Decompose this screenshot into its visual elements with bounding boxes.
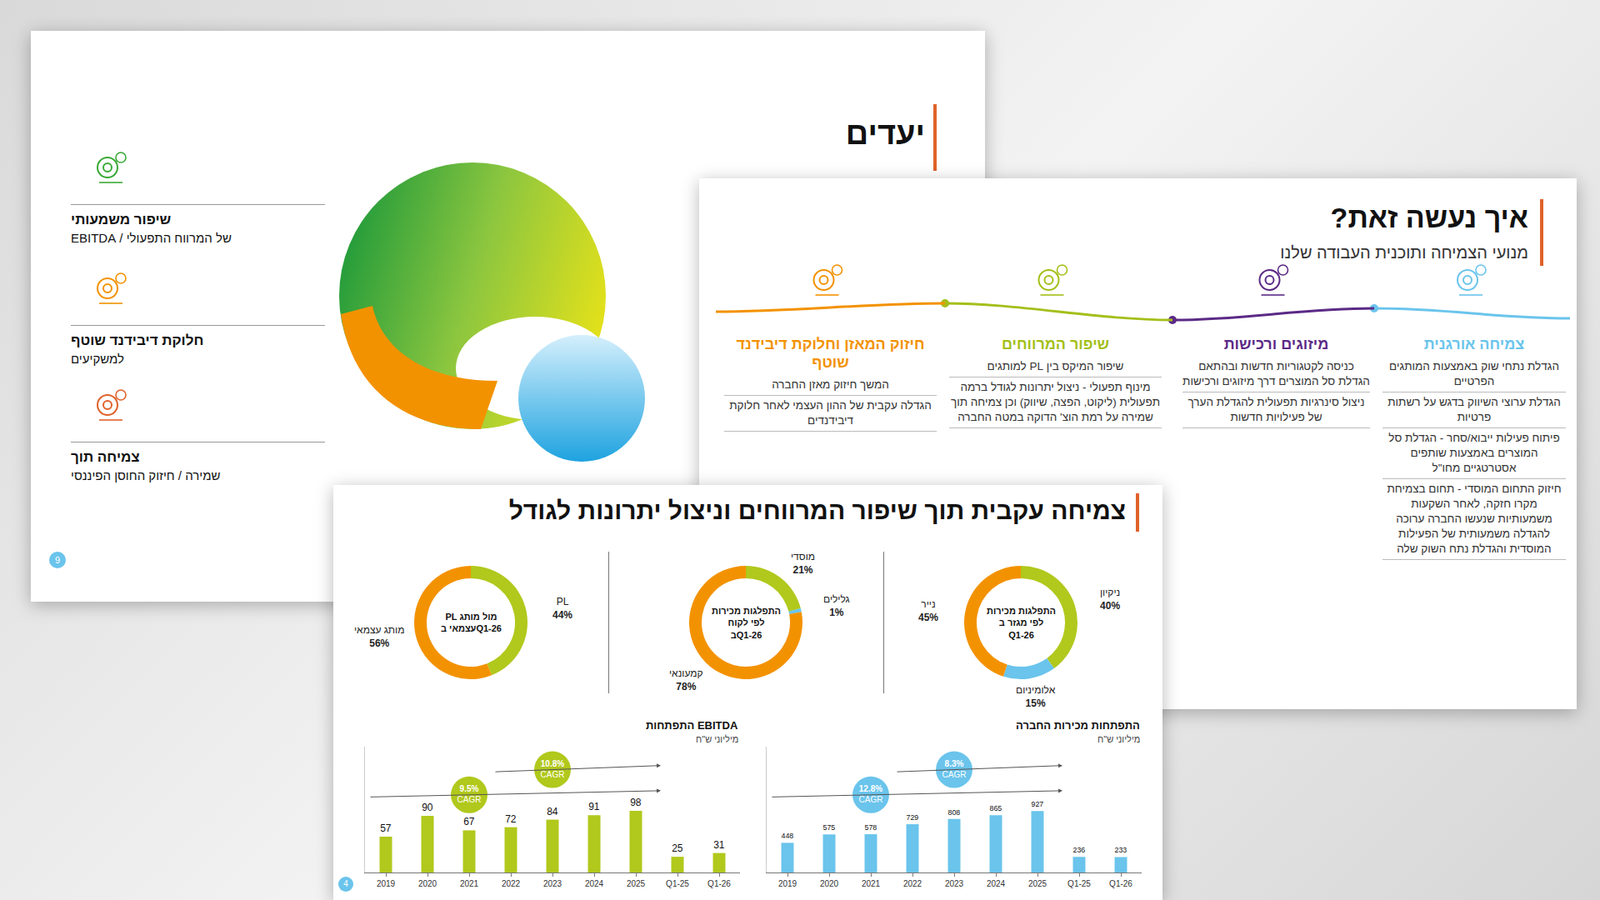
- html-text:חלוקת דיבידנד שוטף: חלוקת דיבידנד שוטף: [70, 332, 204, 349]
- svg-text:נייר45%: נייר45%: [918, 598, 939, 624]
- svg-text:Q1-26: Q1-26: [1109, 879, 1133, 889]
- svg-text:72: 72: [505, 813, 517, 825]
- svg-text:90: 90: [421, 801, 434, 814]
- svg-text:2021: 2021: [861, 879, 881, 889]
- html-text:שיפור המרווחים: שיפור המרווחים: [1001, 335, 1110, 353]
- svg-text:התפתחות EBITDA: התפתחות EBITDA: [645, 719, 739, 732]
- svg-text:PL44%: PL44%: [552, 595, 573, 621]
- svg-text:98: 98: [630, 796, 642, 809]
- svg-text:Q1-25: Q1-25: [665, 879, 690, 889]
- svg-text:2024: 2024: [585, 879, 605, 889]
- html-text:שמירה / חיזוק החוסן הפיננסי: שמירה / חיזוק החוסן הפיננסי: [70, 468, 221, 483]
- svg-text:מיליוני ש"ח: מיליוני ש"ח: [1097, 734, 1140, 745]
- svg-text:2019: 2019: [376, 879, 396, 889]
- svg-text:9.5%CAGR: 9.5%CAGR: [457, 784, 482, 805]
- svg-text:2022: 2022: [501, 879, 521, 889]
- svg-text:2024: 2024: [986, 879, 1006, 889]
- svg-text:2020: 2020: [820, 879, 840, 889]
- svg-text:57: 57: [380, 822, 392, 835]
- svg-text:התפלגות מכירותלפי מגזר בQ1-26: התפלגות מכירותלפי מגזר בQ1-26: [986, 605, 1056, 640]
- svg-text:91: 91: [588, 800, 600, 813]
- html-text:פיתוח פעילות ייבוא/סחר - הגדלת: פיתוח פעילות ייבוא/סחר - הגדלת סל המוצרי…: [1388, 431, 1560, 475]
- svg-text:מותג עצמאי56%: מותג עצמאי56%: [354, 624, 405, 650]
- svg-text:התפלגות מכירותלפי לקוחבQ1-26: התפלגות מכירותלפי לקוחבQ1-26: [711, 605, 781, 640]
- svg-text:Q1-26: Q1-26: [707, 879, 731, 889]
- html-text:4: 4: [343, 879, 349, 889]
- html-text:מינוף תפעולי - ניצול יתרונות ל: מינוף תפעולי - ניצול יתרונות לגודל ברמה …: [950, 380, 1160, 424]
- svg-text:מוסדי21%: מוסדי21%: [790, 550, 815, 576]
- svg-text:25: 25: [671, 842, 684, 855]
- html-text:הגדלת נתחי שוק באמצעות המותגים: הגדלת נתחי שוק באמצעות המותגים הפרטיים: [1389, 360, 1560, 388]
- html-text:שיפור משמעותי: שיפור משמעותי: [70, 211, 171, 228]
- svg-text:2021: 2021: [460, 879, 480, 889]
- svg-text:התפתחות מכירות החברה: התפתחות מכירות החברה: [1015, 719, 1140, 732]
- html-text:חיזוק התחום המוסדי - תחום בצמי: חיזוק התחום המוסדי - תחום בצמיחת מקרו חז…: [1387, 482, 1562, 555]
- html-text:מנועי הצמיחה ותוכנית העבודה של: מנועי הצמיחה ותוכנית העבודה שלנו: [1280, 243, 1529, 262]
- svg-text:10.8%CAGR: 10.8%CAGR: [540, 759, 565, 780]
- svg-text:PL מול מותגעצמאי בQ1-26: PL מול מותגעצמאי בQ1-26: [440, 611, 502, 634]
- html-text:יעדים: יעדים: [845, 115, 925, 151]
- svg-text:8.3%CAGR: 8.3%CAGR: [942, 759, 967, 780]
- svg-text:ניקיון40%: ניקיון40%: [1100, 586, 1120, 612]
- svg-text:865: 865: [990, 804, 1003, 813]
- html-text:מיזוגים ורכישות: מיזוגים ורכישות: [1223, 335, 1329, 353]
- html-text:חיזוק המאזן וחלוקת דיבידנד שוט: חיזוק המאזן וחלוקת דיבידנד שוטף: [736, 335, 925, 371]
- svg-text:2025: 2025: [626, 879, 646, 889]
- html-text:של המרווח התפעולי / EBITDA: של המרווח התפעולי / EBITDA: [70, 230, 232, 245]
- svg-text:448: 448: [781, 831, 795, 840]
- svg-text:12.8%CAGR: 12.8%CAGR: [859, 784, 884, 805]
- html-text:למשקיעים: למשקיעים: [70, 351, 125, 366]
- html-text:כניסה לקטגוריות חדשות ובהתאם ה: כניסה לקטגוריות חדשות ובהתאם הגדלת סל המ…: [1182, 360, 1370, 388]
- html-text:צמיחה אורגנית: צמיחה אורגנית: [1424, 335, 1525, 353]
- svg-text:2022: 2022: [903, 879, 923, 889]
- html-text:שיפור המיקס בין PL למותגים: שיפור המיקס בין PL למותגים: [987, 360, 1124, 373]
- html-text:הגדלה עקבית של ההון העצמי לאחר: הגדלה עקבית של ההון העצמי לאחר חלוקת דיב…: [729, 399, 932, 427]
- svg-text:578: 578: [865, 823, 878, 832]
- svg-text:גלילים1%: גלילים1%: [823, 593, 850, 619]
- svg-text:31: 31: [713, 839, 725, 851]
- svg-text:575: 575: [823, 823, 836, 832]
- svg-text:233: 233: [1115, 845, 1128, 855]
- svg-text:2020: 2020: [418, 879, 438, 889]
- svg-text:84: 84: [546, 805, 559, 818]
- svg-text:236: 236: [1073, 845, 1086, 855]
- html-text:הגדלת ערוצי השיווק בדגש על רשת: הגדלת ערוצי השיווק בדגש על רשתות פרטיות: [1387, 395, 1561, 424]
- svg-text:אלומיניום15%: אלומיניום15%: [1015, 684, 1056, 710]
- svg-text:2025: 2025: [1028, 879, 1048, 889]
- svg-text:2023: 2023: [543, 879, 563, 889]
- svg-text:729: 729: [906, 813, 920, 822]
- svg-text:2023: 2023: [945, 879, 965, 889]
- svg-text:67: 67: [463, 815, 475, 828]
- svg-text:מיליוני ש"ח: מיליוני ש"ח: [695, 734, 739, 745]
- html-text:צמיחה עקבית תוך שיפור המרווחים: צמיחה עקבית תוך שיפור המרווחים וניצול ית…: [508, 496, 1126, 525]
- html-text:איך נעשה זאת?: איך נעשה זאת?: [1330, 201, 1529, 234]
- svg-text:Q1-25: Q1-25: [1067, 879, 1091, 889]
- svg-text:2019: 2019: [778, 879, 798, 889]
- svg-text:קמעונאי78%: קמעונאי78%: [669, 667, 704, 693]
- html-text:צמיחה תוך: צמיחה תוך: [70, 449, 140, 465]
- svg-text:808: 808: [948, 808, 961, 817]
- svg-text:927: 927: [1031, 800, 1045, 809]
- html-text:ניצול סינרגיות תפעולית להגדלת: ניצול סינרגיות תפעולית להגדלת הערך של פע…: [1187, 395, 1365, 424]
- html-text:המשך חיזוק מאזן החברה: המשך חיזוק מאזן החברה: [771, 378, 890, 391]
- html-text:9: 9: [54, 555, 61, 565]
